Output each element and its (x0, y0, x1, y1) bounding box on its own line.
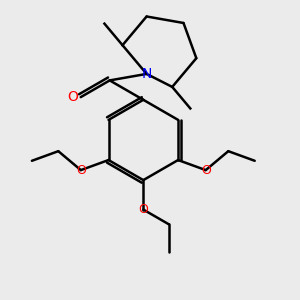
Text: O: O (67, 90, 78, 104)
Text: N: N (141, 67, 152, 81)
Text: O: O (76, 164, 86, 177)
Text: O: O (138, 203, 148, 216)
Text: O: O (201, 164, 211, 177)
